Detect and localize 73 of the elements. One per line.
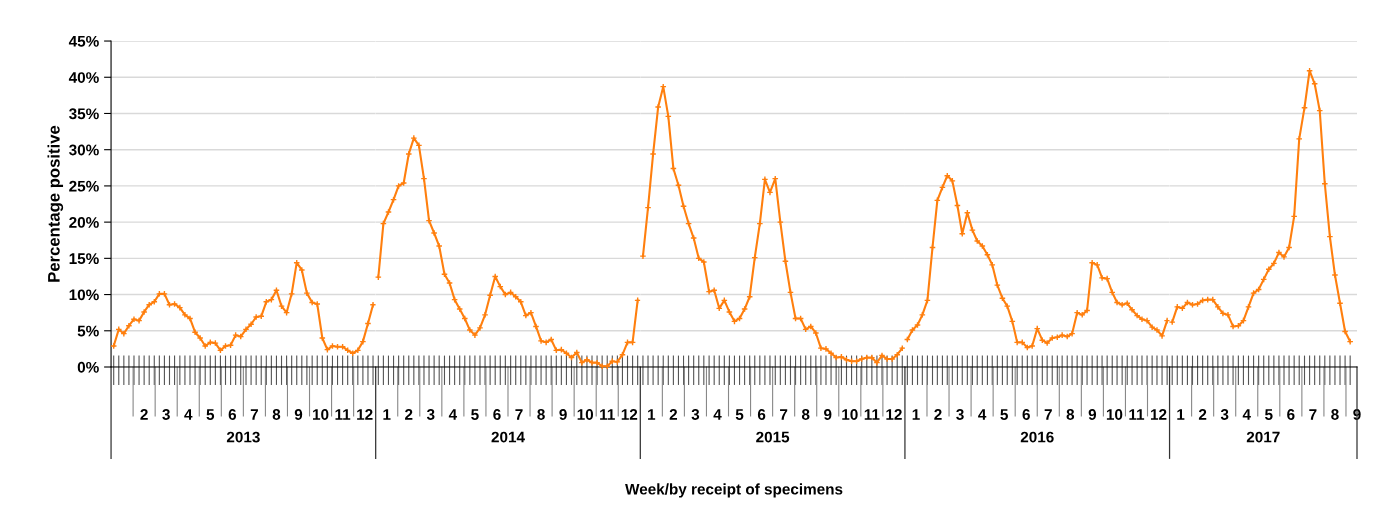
x-tick-label: 8 (1331, 409, 1339, 420)
y-tick-label: 20% (69, 217, 99, 228)
x-tick-label: 12 (1151, 409, 1167, 420)
x-tick-label: 12 (886, 409, 902, 420)
x-axis-title: 2017 (1246, 431, 1280, 443)
x-tick-label: 6 (493, 409, 501, 420)
x-tick-label: 1 (648, 409, 656, 420)
x-tick-label: 10 (577, 409, 594, 420)
x-tick-label: 9 (559, 409, 567, 420)
x-tick-label: 3 (1220, 409, 1229, 420)
y-tick-label: 0% (77, 361, 99, 373)
x-tick-label: 2 (934, 409, 942, 420)
x-tick-label: 2 (669, 409, 678, 420)
x-tick-label: 10 (1106, 409, 1123, 420)
x-tick-label: 9 (1353, 409, 1361, 420)
x-tick-label: 3 (956, 409, 964, 420)
y-tick-label: 5% (77, 325, 99, 337)
x-tick-label: 3 (691, 409, 700, 420)
x-tick-label: 11 (600, 409, 615, 420)
x-tick-label: 10 (842, 409, 858, 420)
y-tick-label: 15% (69, 253, 99, 265)
x-tick-label: 12 (621, 409, 638, 420)
text: Week/by receipt of specimens (625, 483, 843, 498)
x-tick-label: 11 (335, 409, 351, 420)
y-tick-label: 30% (69, 144, 99, 156)
y-axis-title: Percentage positive (47, 125, 64, 282)
x-tick-label: 5 (206, 409, 215, 420)
x-tick-label: 7 (250, 409, 258, 420)
x-tick-label: 12 (357, 409, 373, 420)
x-tick-label: 11 (864, 409, 880, 420)
x-tick-label: 11 (1129, 409, 1145, 420)
x-tick-label: 3 (162, 409, 170, 420)
x-tick-label: 7 (515, 409, 523, 420)
x-tick-label: 1 (383, 409, 391, 420)
x-tick-label: 3 (426, 409, 435, 420)
x-tick-label: 4 (978, 409, 987, 420)
x-tick-label: 7 (780, 409, 788, 420)
x-tick-label: 5 (1000, 409, 1008, 420)
x-tick-label: 6 (1287, 409, 1295, 420)
x-tick-label: 8 (1066, 409, 1075, 420)
x-tick-label: 4 (448, 409, 458, 420)
x-tick-label: 10 (313, 409, 329, 420)
y-tick-label: 25% (69, 180, 99, 192)
x-tick-label: 5 (1265, 409, 1273, 420)
y-tick-label: 40% (68, 72, 99, 83)
x-tick-label: 9 (294, 409, 303, 420)
x-tick-label: 7 (1044, 409, 1052, 420)
x-tick-label: 8 (801, 409, 810, 420)
x-tick-label: 5 (471, 409, 479, 420)
y-tick-label: 45% (68, 35, 99, 47)
x-tick-label: 1 (912, 409, 920, 420)
x-axis-title: 2015 (756, 431, 790, 443)
x-tick-label: 8 (537, 409, 545, 420)
y-tick-label: 10% (69, 289, 99, 301)
x-tick-label: 2 (405, 409, 413, 420)
x-tick-label: 9 (1088, 409, 1097, 420)
x-tick-label: 6 (757, 409, 766, 420)
x-axis-title: 2016 (1020, 431, 1054, 443)
x-tick-label: 9 (824, 409, 832, 420)
x-tick-label: 2 (1198, 409, 1207, 420)
x-tick-label: 4 (713, 409, 722, 420)
x-axis-title: 2014 (491, 431, 525, 443)
x-tick-label: 4 (184, 409, 193, 420)
x-tick-label: 1 (1177, 409, 1185, 420)
x-axis-title: 2013 (226, 431, 260, 443)
x-tick-label: 2 (140, 409, 148, 420)
x-tick-label: 5 (735, 409, 744, 420)
y-tick-label: 35% (69, 108, 99, 120)
x-tick-label: 8 (272, 409, 281, 420)
x-tick-label: 7 (1309, 409, 1317, 420)
x-tick-label: 4 (1242, 409, 1251, 420)
x-tick-label: 6 (1022, 409, 1030, 420)
x-tick-label: 6 (228, 409, 237, 420)
